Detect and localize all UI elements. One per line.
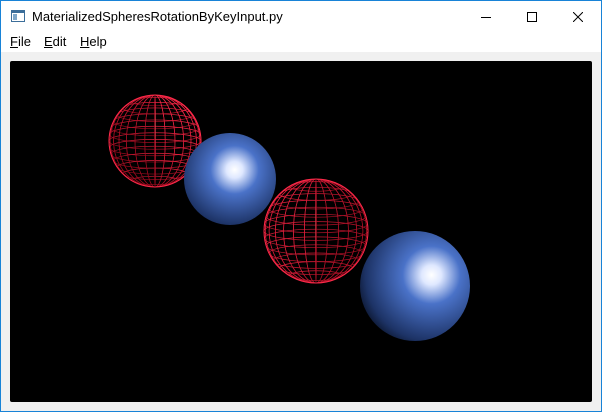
menu-file-mnemonic: F [10,34,18,49]
app-window-icon [11,10,25,22]
menu-file-label: ile [17,34,31,49]
sphere-body [184,133,276,225]
menu-help-mnemonic: H [80,34,90,49]
maximize-icon [527,11,537,22]
solid-sphere-4 [360,231,470,341]
menu-file[interactable]: File [10,34,31,49]
sphere-outline [108,94,202,188]
menu-help[interactable]: Help [80,34,107,49]
sphere-scene [108,94,470,341]
maximize-button[interactable] [509,1,555,32]
title-bar[interactable]: MaterializedSpheresRotationByKeyInput.py [1,1,601,32]
solid-sphere-2 [184,133,276,225]
menu-bar: File Edit Help [1,32,601,53]
minimize-button[interactable] [463,1,509,32]
menu-edit[interactable]: Edit [44,34,66,49]
close-icon [573,11,583,22]
sphere-body [360,231,470,341]
opengl-canvas[interactable] [10,61,592,402]
wireframe-sphere-3 [263,178,369,284]
menu-edit-label: dit [52,34,67,49]
window-title: MaterializedSpheresRotationByKeyInput.py [32,9,283,24]
close-button[interactable] [555,1,601,32]
menu-help-label: elp [89,34,107,49]
minimize-icon [481,16,491,18]
sphere-outline [263,178,369,284]
menu-edit-mnemonic: E [44,34,53,49]
